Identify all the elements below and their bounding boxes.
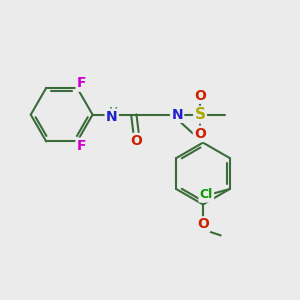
Text: S: S [195,107,206,122]
Text: O: O [130,134,142,148]
Text: O: O [194,127,206,141]
Text: O: O [194,88,206,103]
Text: Cl: Cl [200,188,213,201]
Text: N: N [171,108,183,122]
Text: F: F [77,139,86,153]
Text: H: H [109,107,118,117]
Text: O: O [197,218,209,232]
Text: F: F [77,76,86,91]
Text: N: N [106,110,118,124]
